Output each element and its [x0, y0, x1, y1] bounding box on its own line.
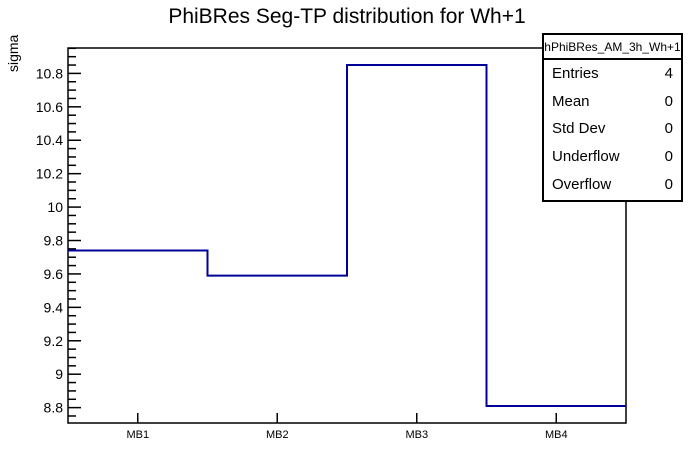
stats-row-entries: Entries 4	[552, 65, 673, 82]
stats-box: hPhiBRes_AM_3h_Wh+1 Entries 4 Mean 0 Std…	[542, 33, 683, 202]
y-axis-tick-label: 9.2	[44, 333, 64, 349]
x-axis-category-label: MB2	[266, 429, 289, 441]
y-axis-title: sigma	[5, 34, 21, 72]
x-axis-category-label: MB4	[545, 429, 568, 441]
stat-label: Std Dev	[552, 120, 606, 138]
y-axis-tick-label: 10.4	[36, 132, 63, 148]
stats-row-underflow: Underflow 0	[552, 148, 673, 165]
y-axis-tick-label: 9.4	[44, 299, 64, 315]
stats-rows: Entries 4 Mean 0 Std Dev 0 Underflow 0 O…	[544, 60, 681, 198]
y-axis-tick-label: 9.8	[44, 233, 64, 249]
stats-row-mean: Mean 0	[552, 93, 673, 110]
stat-value: 0	[664, 92, 673, 110]
x-axis-category-label: MB1	[126, 429, 149, 441]
stats-box-title: hPhiBRes_AM_3h_Wh+1	[544, 35, 681, 60]
axes-and-series: 8.8 9 9.2 9.4 9.6 9.8 10 10.2 10.4 10.6 10.8 MB1 MB2…	[36, 47, 626, 441]
y-axis-tick-label: 10	[47, 199, 63, 215]
y-axis-tick-label: 10.6	[36, 99, 63, 115]
stat-value: 4	[664, 65, 673, 83]
stat-value: 0	[664, 148, 673, 166]
x-axis-category-label: MB3	[405, 429, 428, 441]
stat-label: Underflow	[552, 148, 620, 166]
stats-row-overflow: Overflow 0	[552, 176, 673, 193]
stat-value: 0	[664, 120, 673, 138]
chart-title: PhiBRes Seg-TP distribution for Wh+1	[168, 5, 526, 28]
y-axis-tick-label: 9.6	[44, 266, 64, 282]
plot-frame	[67, 47, 627, 424]
y-axis-tick-label: 9	[55, 366, 63, 382]
stat-value: 0	[664, 175, 673, 193]
stat-label: Entries	[552, 65, 599, 83]
y-axis-tick-label: 10.2	[36, 166, 63, 182]
histogram-step-line	[68, 64, 626, 407]
stat-label: Mean	[552, 92, 590, 110]
y-axis-tick-label: 8.8	[44, 400, 64, 416]
stat-label: Overflow	[552, 175, 612, 193]
stats-row-stddev: Std Dev 0	[552, 120, 673, 137]
y-axis-tick-label: 10.8	[36, 65, 63, 81]
